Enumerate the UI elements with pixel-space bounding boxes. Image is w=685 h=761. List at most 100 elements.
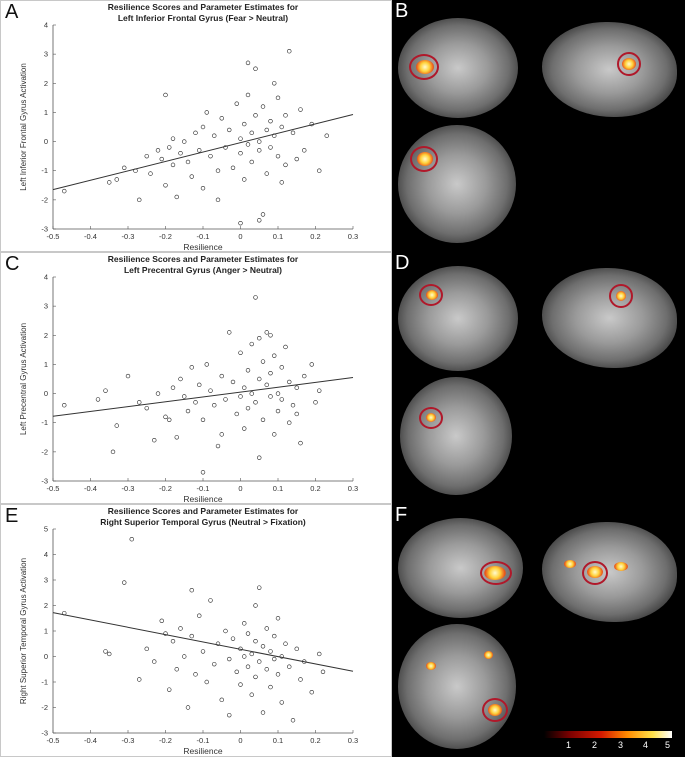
- y-tick-label: 1: [44, 360, 48, 369]
- axial-brain-image: [398, 624, 516, 749]
- y-tick-label: -3: [41, 225, 48, 234]
- y-tick-label: 0: [44, 389, 48, 398]
- scatter-point: [272, 432, 277, 437]
- scatter-point: [189, 633, 194, 639]
- y-tick-label: 3: [44, 576, 48, 585]
- x-tick-label: -0.1: [197, 736, 210, 745]
- scatter-point: [320, 669, 326, 675]
- scatter-point: [260, 417, 266, 423]
- scatter-point: [257, 148, 262, 153]
- scatter-point: [245, 664, 251, 669]
- scatter-point: [215, 168, 221, 173]
- scatter-point: [260, 212, 266, 217]
- scatter-point: [152, 438, 157, 443]
- scatter-chart-a: Resilience Scores and Parameter Estimate…: [19, 2, 358, 252]
- scatter-point: [167, 417, 172, 423]
- scatter-point: [287, 49, 292, 54]
- scatter-point: [275, 616, 281, 621]
- scatter-point: [197, 148, 202, 153]
- x-tick-label: -0.1: [197, 232, 210, 241]
- scatter-point: [287, 420, 292, 425]
- scatter-point: [189, 174, 194, 179]
- sagittal-brain-image: [542, 268, 677, 368]
- scatter-point: [298, 107, 303, 112]
- scatter-point: [245, 631, 251, 636]
- scatter-point: [302, 148, 307, 153]
- scatter-point: [159, 618, 164, 624]
- scatter-point: [242, 121, 247, 127]
- x-tick-label: -0.1: [197, 484, 210, 493]
- scatter-point: [290, 403, 296, 408]
- x-tick-label: -0.3: [122, 736, 135, 745]
- scatter-point: [227, 330, 232, 335]
- y-tick-label: -1: [41, 678, 48, 687]
- scatter-point: [200, 186, 206, 191]
- scatter-point: [219, 432, 224, 437]
- y-tick-label: 5: [44, 525, 48, 534]
- colorbar-tick: 1: [566, 740, 572, 750]
- x-tick-label: 0.2: [310, 484, 320, 493]
- scatter-point: [309, 362, 314, 367]
- x-tick-label: -0.5: [47, 232, 60, 241]
- scatter-point: [103, 649, 108, 654]
- scatter-point: [212, 661, 217, 667]
- x-axis-label: Resilience: [183, 494, 222, 503]
- scatter-point: [257, 659, 262, 664]
- scatter-point: [182, 654, 187, 659]
- scatter-point: [260, 104, 266, 109]
- scatter-point: [193, 672, 198, 677]
- scatter-point: [129, 536, 134, 542]
- scatter-point: [272, 633, 277, 639]
- scatter-point: [178, 626, 183, 631]
- scatter-point: [260, 710, 266, 715]
- x-axis-label: Resilience: [183, 746, 222, 756]
- scatter-point: [238, 220, 243, 226]
- scatter-point: [219, 116, 224, 121]
- scatter-point: [152, 659, 157, 664]
- scatter-point: [170, 136, 176, 141]
- y-axis-label: Left Precentral Gyrus Activation: [19, 323, 28, 435]
- panel-label-d: D: [395, 252, 410, 274]
- scatter-point: [189, 365, 194, 370]
- y-tick-label: 0: [44, 137, 48, 146]
- panel-f: F: [392, 504, 685, 757]
- scatter-point: [125, 373, 131, 379]
- x-tick-label: -0.2: [159, 232, 172, 241]
- x-tick-label: 0.1: [273, 232, 283, 241]
- scatter-point: [208, 388, 213, 393]
- scatter-point: [249, 130, 254, 136]
- y-tick-label: 0: [44, 652, 48, 661]
- scatter-point: [107, 180, 112, 185]
- scatter-point: [257, 376, 262, 382]
- x-tick-label: -0.3: [122, 232, 135, 241]
- colorbar-tick: 2: [592, 740, 598, 750]
- scatter-point: [155, 148, 161, 153]
- x-tick-label: 0.1: [273, 736, 283, 745]
- x-axis-label: Resilience: [183, 242, 222, 251]
- scatter-point: [279, 180, 284, 185]
- scatter-point: [144, 646, 149, 652]
- y-axis-label: Left Inferior Frontal Gyrus Activation: [19, 63, 28, 191]
- scatter-point: [268, 370, 273, 376]
- scatter-point: [268, 649, 273, 654]
- chart-subtitle: Right Superior Temporal Gyrus (Neutral >…: [100, 517, 306, 527]
- x-tick-label: -0.2: [159, 484, 172, 493]
- scatter-point: [317, 651, 322, 657]
- scatter-point: [253, 295, 258, 300]
- scatter-point: [294, 646, 299, 652]
- scatter-point: [204, 362, 209, 367]
- scatter-point: [242, 385, 247, 390]
- scatter-point: [257, 218, 262, 223]
- panel-label-b: B: [395, 0, 409, 22]
- y-tick-label: 1: [44, 627, 48, 636]
- scatter-point: [114, 423, 119, 428]
- scatter-point: [245, 405, 251, 411]
- scatter-point: [268, 394, 273, 399]
- scatter-point: [268, 118, 273, 124]
- panel-label-e: E: [5, 505, 19, 527]
- scatter-point: [298, 677, 303, 682]
- x-tick-label: -0.4: [84, 484, 97, 493]
- scatter-point: [215, 197, 221, 203]
- x-tick-label: 0.1: [273, 484, 283, 493]
- scatter-point: [260, 359, 266, 364]
